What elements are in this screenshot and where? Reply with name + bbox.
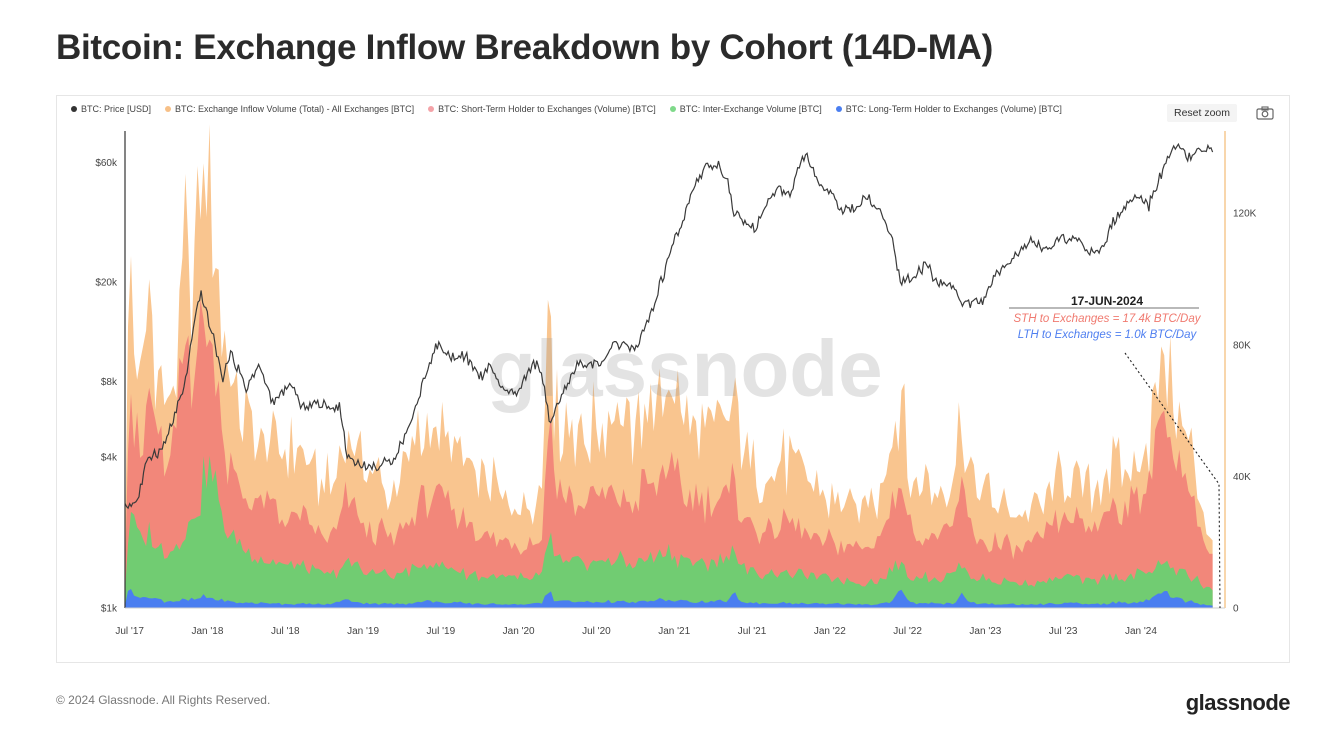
chart-plot[interactable]: glassnode $1k $4k $8k $20k $60k 0 40K 80K 120K Jul… [57, 96, 1291, 664]
x-axis-tick-label: Jan '23 [969, 626, 1001, 637]
annotation-pointer [1124, 352, 1221, 609]
x-axis-tick-label: Jul '19 [427, 626, 456, 637]
x-axis-tick-label: Jul '18 [271, 626, 300, 637]
right-axis-tick-label: 40K [1233, 472, 1251, 483]
legend-dot-icon [71, 106, 77, 112]
footer-copyright: © 2024 Glassnode. All Rights Reserved. [56, 693, 271, 707]
legend-item[interactable]: BTC: Price [USD] [71, 104, 151, 114]
legend-item[interactable]: BTC: Exchange Inflow Volume (Total) - Al… [165, 104, 414, 114]
x-axis-tick-label: Jul '21 [738, 626, 767, 637]
x-axis-tick-label: Jul '17 [115, 626, 144, 637]
series-total-inflow-area [125, 124, 1213, 608]
x-axis-tick-label: Jan '18 [191, 626, 223, 637]
reset-zoom-button[interactable]: Reset zoom [1167, 104, 1238, 122]
page-title: Bitcoin: Exchange Inflow Breakdown by Co… [56, 28, 993, 67]
x-axis-tick-label: Jan '20 [503, 626, 535, 637]
left-axis-tick-label: $4k [101, 453, 118, 464]
series-price-line [124, 142, 1214, 510]
legend-dot-icon [428, 106, 435, 112]
x-axis-tick-label: Jan '21 [658, 626, 690, 637]
footer-logo: glassnode [1185, 690, 1291, 715]
left-axis-tick-label: $1k [101, 604, 118, 615]
x-axis-tick-label: Jul '22 [893, 626, 922, 637]
left-axis-tick-label: $60k [95, 158, 118, 169]
chart-card: BTC: Price [USD] BTC: Exchange Inflow Vol… [56, 95, 1290, 663]
right-axis-tick-label: 0 [1233, 604, 1239, 615]
annotation-lth: LTH to Exchanges = 1.0k BTC/Day [1018, 329, 1198, 341]
camera-icon[interactable] [1255, 105, 1275, 121]
legend-label: BTC: Price [USD] [81, 104, 152, 114]
legend-label: BTC: Exchange Inflow Volume (Total) - Al… [175, 104, 415, 114]
x-axis-tick-label: Jul '20 [582, 626, 611, 637]
legend-dot-icon [669, 106, 676, 112]
series-lth-area [125, 589, 1213, 608]
left-axis-tick-label: $20k [95, 277, 118, 288]
x-axis-tick-label: Jul '23 [1049, 626, 1078, 637]
right-axis-tick-label: 120K [1233, 209, 1257, 220]
legend-item[interactable]: BTC: Short-Term Holder to Exchanges (Vol… [428, 104, 656, 114]
left-axis-tick-label: $8k [101, 377, 118, 388]
watermark-text: glassnode [487, 324, 883, 413]
annotation-sth: STH to Exchanges = 17.4k BTC/Day [1014, 313, 1202, 325]
legend-item[interactable]: BTC: Long-Term Holder to Exchanges (Volu… [835, 104, 1062, 114]
x-axis-tick-label: Jan '22 [814, 626, 846, 637]
legend-item[interactable]: BTC: Inter-Exchange Volume [BTC] [669, 104, 822, 114]
legend-label: BTC: Short-Term Holder to Exchanges (Vol… [438, 104, 656, 114]
x-axis-tick-label: Jan '19 [347, 626, 379, 637]
chart-legend: BTC: Price [USD] BTC: Exchange Inflow Vol… [71, 104, 1062, 114]
legend-label: BTC: Long-Term Holder to Exchanges (Volu… [845, 104, 1062, 114]
right-axis-tick-label: 80K [1233, 340, 1251, 351]
legend-dot-icon [835, 106, 842, 112]
annotation-date: 17-JUN-2024 [1071, 294, 1143, 308]
legend-label: BTC: Inter-Exchange Volume [BTC] [679, 104, 822, 114]
x-axis-tick-label: Jan '24 [1125, 626, 1157, 637]
series-inter-exchange-area [125, 455, 1213, 608]
legend-dot-icon [165, 106, 172, 112]
